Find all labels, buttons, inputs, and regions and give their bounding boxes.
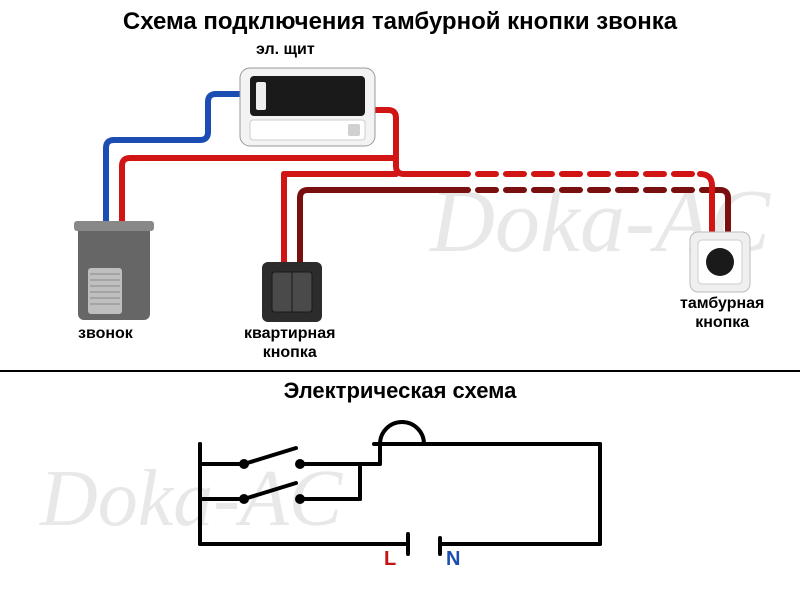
wiring-svg	[0, 40, 800, 370]
pictorial-diagram: Doka-AC	[0, 40, 800, 370]
vestibule-button-icon	[690, 232, 750, 292]
apartment-button-icon	[262, 262, 322, 322]
schematic-diagram: Doka-AC	[0, 404, 800, 614]
doorbell-icon	[74, 221, 154, 320]
schematic-title: Электрическая схема	[0, 372, 800, 404]
dark-red-wire-group	[300, 190, 728, 270]
schematic-svg	[0, 404, 800, 614]
electrical-panel-icon	[240, 68, 375, 146]
diagram-title: Схема подключения тамбурной кнопки звонк…	[0, 0, 800, 40]
